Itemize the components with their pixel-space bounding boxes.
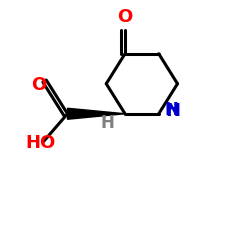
Text: N: N	[165, 102, 180, 120]
Text: HO: HO	[25, 134, 55, 152]
Polygon shape	[68, 108, 125, 119]
Text: O: O	[31, 76, 46, 94]
Text: H: H	[165, 101, 179, 119]
Text: H: H	[100, 114, 114, 132]
Text: O: O	[118, 8, 132, 26]
